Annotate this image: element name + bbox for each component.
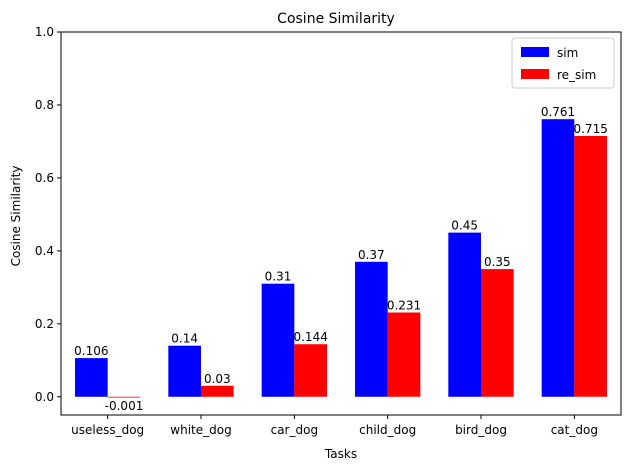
x-tick-label-white_dog: white_dog bbox=[170, 423, 231, 437]
bar-re_sim-white_dog bbox=[201, 385, 234, 397]
bar-re_sim-bird_dog bbox=[481, 269, 514, 397]
bar-re_sim-car_dog bbox=[294, 344, 327, 397]
plot-area: 0.106 0.14 0.31 0.37 0.45 0.761 -0.001 0.03 0.14… bbox=[35, 25, 622, 437]
data-label-sim-bird_dog: 0.45 bbox=[451, 219, 478, 233]
x-axis-label: Tasks bbox=[324, 447, 357, 461]
y-tick-label: 0.6 bbox=[35, 171, 54, 185]
data-label-re_sim-white_dog: 0.03 bbox=[204, 372, 231, 386]
y-tick-label: 0.2 bbox=[35, 317, 54, 331]
y-tick-label: 0.8 bbox=[35, 98, 54, 112]
x-tick-label-child_dog: child_dog bbox=[359, 423, 416, 437]
bar-sim-white_dog bbox=[168, 345, 201, 397]
x-tick-label-cat_dog: cat_dog bbox=[551, 423, 598, 437]
legend-label-re_sim: re_sim bbox=[557, 68, 596, 82]
y-tick-label: 0.4 bbox=[35, 244, 54, 258]
x-tick-label-bird_dog: bird_dog bbox=[455, 423, 507, 437]
legend: sim re_sim bbox=[511, 37, 615, 89]
bar-sim-car_dog bbox=[261, 283, 295, 397]
data-label-re_sim-useless_dog: -0.001 bbox=[105, 399, 144, 413]
data-label-re_sim-cat_dog: 0.715 bbox=[573, 122, 607, 136]
y-axis-label: Cosine Similarity bbox=[9, 166, 23, 267]
data-label-sim-white_dog: 0.14 bbox=[171, 332, 198, 346]
data-label-re_sim-bird_dog: 0.35 bbox=[484, 255, 511, 269]
y-tick-label: 0.0 bbox=[35, 390, 54, 404]
data-label-sim-useless_dog: 0.106 bbox=[74, 344, 108, 358]
bar-re_sim-child_dog bbox=[387, 312, 421, 397]
bar-sim-useless_dog bbox=[75, 358, 108, 397]
data-label-re_sim-child_dog: 0.231 bbox=[387, 299, 421, 313]
legend-label-sim: sim bbox=[557, 46, 578, 60]
bar-re_sim-cat_dog bbox=[574, 135, 607, 397]
bar-re_sim-useless_dog bbox=[107, 396, 141, 398]
data-label-sim-car_dog: 0.31 bbox=[265, 270, 292, 284]
data-label-sim-child_dog: 0.37 bbox=[358, 248, 385, 262]
x-tick-label-car_dog: car_dog bbox=[271, 423, 318, 437]
bar-sim-bird_dog bbox=[448, 232, 481, 397]
plot-frame bbox=[60, 31, 622, 416]
bar-sim-cat_dog bbox=[541, 119, 575, 397]
legend-swatch-re_sim bbox=[521, 69, 549, 79]
data-label-sim-cat_dog: 0.761 bbox=[541, 105, 575, 119]
x-tick-label-useless_dog: useless_dog bbox=[71, 423, 144, 437]
chart-title: Cosine Similarity bbox=[277, 11, 395, 27]
bar-sim-child_dog bbox=[355, 261, 388, 397]
y-tick-label: 1.0 bbox=[35, 25, 54, 39]
data-label-re_sim-car_dog: 0.144 bbox=[293, 330, 327, 344]
legend-swatch-sim bbox=[521, 47, 549, 57]
